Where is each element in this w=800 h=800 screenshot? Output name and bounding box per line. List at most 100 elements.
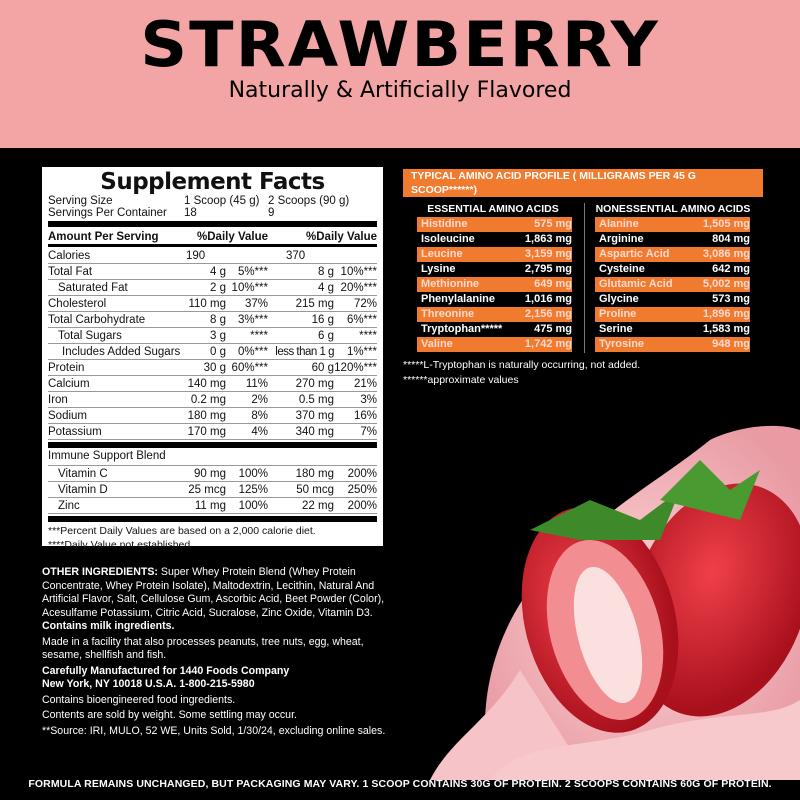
ingredients-block: OTHER INGREDIENTS: Super Whey Protein Bl…: [42, 566, 387, 738]
amount-1: 2 g: [210, 281, 226, 294]
amount-1: 3 g: [210, 329, 226, 342]
flavor-subtitle: Naturally & Artificially Flavored: [228, 78, 572, 103]
dv-2: 250%: [347, 483, 377, 496]
amount-2: 4 g: [318, 281, 334, 294]
amount-2: 270 mg: [295, 377, 334, 390]
amino-row: Leucine 3,159 mg: [417, 247, 572, 262]
divider: [48, 516, 377, 522]
dv-1: 8%: [251, 409, 268, 422]
servings-label: Servings Per Container: [48, 207, 167, 219]
dv-2: 1%***: [346, 345, 377, 358]
servings-2: 9: [268, 207, 275, 219]
amino-row: Phenylalanine 1,016 mg: [417, 292, 572, 307]
amount-2: less than 1 g: [275, 345, 334, 358]
amount-2: 0.5 mg: [298, 393, 334, 406]
amino-acid-profile: TYPICAL AMINO ACID PROFILE ( MILLIGRAMS …: [403, 169, 763, 388]
amino-row: Valine 1,742 mg: [417, 337, 572, 352]
dv-1: 125%: [238, 483, 268, 496]
dv-1: 10%***: [231, 281, 268, 294]
amino-row: Lysine 2,795 mg: [417, 262, 572, 277]
amino-name: Glycine: [599, 293, 639, 305]
nutrient-name: Protein: [48, 361, 85, 374]
amino-row: Isoleucine 1,863 mg: [417, 232, 572, 247]
supplement-facts-title: Supplement Facts: [100, 169, 325, 195]
amino-name: Tryptophan*****: [421, 323, 503, 335]
amino-name: Threonine: [421, 308, 475, 320]
nutrient-row: Potassium 170 mg 4% 340 mg 7%: [48, 424, 377, 440]
amino-value: 3,159 mg: [524, 248, 572, 260]
amount-1: 11 mg: [194, 499, 226, 512]
amino-row: Tyrosine 948 mg: [595, 337, 750, 352]
amount-2: 16 g: [311, 313, 334, 326]
dv-1: 3%***: [237, 313, 268, 326]
dv-2: 3%: [360, 393, 377, 406]
dv-2: ****: [359, 329, 377, 342]
amount-2: 370: [286, 249, 306, 262]
packaging-footer: FORMULA REMAINS UNCHANGED, BUT PACKAGING…: [28, 778, 772, 790]
divider: [48, 221, 377, 227]
amino-title: TYPICAL AMINO ACID PROFILE ( MILLIGRAMS …: [403, 169, 763, 197]
blend-row: Vitamin C 90 mg 100% 180 mg 200%: [48, 466, 377, 482]
blend-row: Vitamin D 25 mcg 125% 50 mcg 250%: [48, 482, 377, 498]
serving-size-row: Serving Size 1 Scoop (45 g) 2 Scoops (90…: [48, 195, 377, 207]
footnote-1: ***Percent Daily Values are based on a 2…: [48, 525, 316, 537]
amino-value: 475 mg: [534, 323, 572, 335]
dv-1: ****: [250, 329, 268, 342]
amino-value: 1,583 mg: [702, 323, 750, 335]
amino-name: Tyrosine: [599, 338, 645, 350]
amount-header: Amount Per Serving: [48, 230, 159, 243]
nutrient-row: Calcium 140 mg 11% 270 mg 21%: [48, 376, 377, 392]
amino-note-1: *****L-Tryptophan is naturally occurring…: [403, 359, 641, 371]
dv-1: 0%***: [237, 345, 268, 358]
other-ingredients: OTHER INGREDIENTS: Super Whey Protein Bl…: [42, 566, 387, 620]
nutrient-name: Sodium: [48, 409, 87, 422]
amount-1: 180 mg: [187, 409, 226, 422]
servings-1: 18: [184, 207, 197, 219]
amino-value: 575 mg: [534, 218, 572, 230]
flavor-title: STRAWBERRY: [140, 8, 660, 81]
amino-name: Methionine: [421, 278, 480, 290]
amount-1: 190: [186, 249, 206, 262]
amount-1: 0 g: [210, 345, 226, 358]
nutrient-name: Total Fat: [48, 265, 93, 278]
amount-1: 25 mcg: [188, 483, 226, 496]
blend-name: Vitamin C: [58, 467, 108, 480]
amount-2: 50 mcg: [296, 483, 334, 496]
amino-value: 5,002 mg: [702, 278, 750, 290]
nutrient-row: Total Sugars 3 g **** 6 g ****: [48, 328, 377, 344]
servings-row: Servings Per Container 18 9: [48, 207, 377, 219]
amino-name: Valine: [421, 338, 453, 350]
nutrient-row: Saturated Fat 2 g 10%*** 4 g 20%***: [48, 280, 377, 296]
amino-row: Aspartic Acid 3,086 mg: [595, 247, 750, 262]
dv-2: 16%: [353, 409, 377, 422]
manufacturer-line-1: Carefully Manufactured for 1440 Foods Co…: [42, 664, 290, 677]
dv-2: 7%: [360, 425, 377, 438]
amino-row: Glycine 573 mg: [595, 292, 750, 307]
amino-value: 804 mg: [712, 233, 750, 245]
amino-row: Tryptophan***** 475 mg: [417, 322, 572, 337]
dv-header-2: %Daily Value: [306, 230, 377, 243]
amino-row: Serine 1,583 mg: [595, 322, 750, 337]
amino-name: Isoleucine: [421, 233, 475, 245]
amount-2: 215 mg: [295, 297, 334, 310]
blend-name: Zinc: [58, 499, 80, 512]
nutrient-name: Iron: [48, 393, 68, 406]
dv-1: 37%: [244, 297, 268, 310]
amino-value: 649 mg: [534, 278, 572, 290]
amino-name: Leucine: [421, 248, 463, 260]
dv-1: 4%: [251, 425, 268, 438]
nutrient-name: Calcium: [48, 377, 90, 390]
nutrient-row: Total Carbohydrate 8 g 3%*** 16 g 6%***: [48, 312, 377, 328]
amino-name: Alanine: [599, 218, 639, 230]
amino-row: Proline 1,896 mg: [595, 307, 750, 322]
amino-name: Phenylalanine: [421, 293, 495, 305]
amino-name: Lysine: [421, 263, 456, 275]
nutrient-name: Saturated Fat: [58, 281, 128, 294]
strawberry-milk-image: [430, 425, 800, 780]
dv-2: 6%***: [346, 313, 377, 326]
blend-row: Zinc 11 mg 100% 22 mg 200%: [48, 498, 377, 514]
dv-2: 10%***: [340, 265, 377, 278]
dv-1: 60%***: [231, 361, 268, 374]
amount-2: 60 g: [311, 361, 334, 374]
divider: [48, 442, 377, 448]
